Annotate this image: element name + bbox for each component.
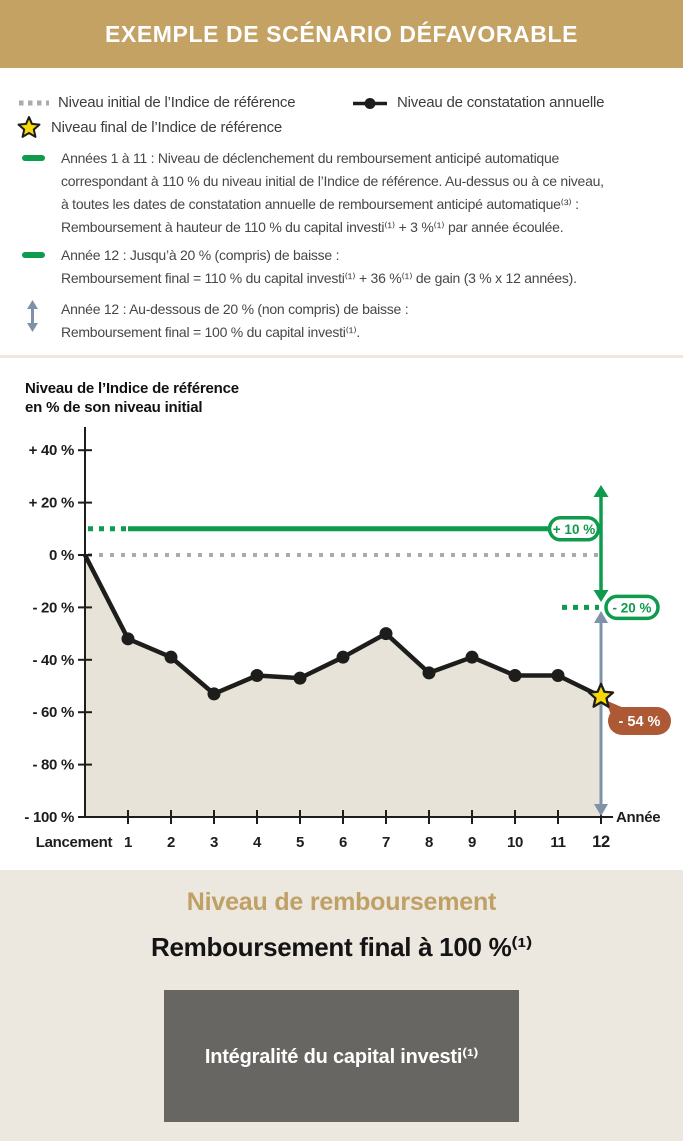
- bullet-line: correspondant à 110 % du niveau initial …: [61, 173, 604, 189]
- up-down-arrow-icon: [27, 300, 38, 332]
- gain-zone-arrow-down-head: [593, 590, 609, 602]
- chart-axis-title: Niveau de l’Indice de référence en % de …: [25, 379, 239, 417]
- x-tick-label: 6: [339, 834, 347, 851]
- loss-zone-arrow-down-head: [594, 804, 608, 816]
- data-point: [336, 650, 350, 664]
- data-point: [250, 669, 264, 683]
- x-tick-label: 2: [167, 834, 175, 851]
- bullet-text: Année 12 : Au-dessous de 20 % (non compr…: [61, 298, 409, 344]
- green-line-icon: [22, 252, 45, 258]
- bullet-text: Années 1 à 11 : Niveau de déclenchement …: [61, 147, 604, 239]
- x-tick-label: 7: [382, 834, 390, 851]
- y-tick-label: + 40 %: [29, 442, 74, 459]
- capital-box: Intégralité du capital investi⁽¹⁾: [164, 990, 519, 1122]
- bullet-early-redemption: Années 1 à 11 : Niveau de déclenchement …: [20, 147, 670, 239]
- data-point: [465, 650, 479, 664]
- x-axis-label: Année: [616, 809, 660, 826]
- data-point: [422, 666, 436, 680]
- capital-box-label: Intégralité du capital investi⁽¹⁾: [204, 1045, 479, 1068]
- loss-zone-arrow-up-head: [594, 611, 608, 623]
- bullet-text: Année 12 : Jusqu’à 20 % (compris) de bai…: [61, 244, 577, 290]
- x-tick-label: 11: [550, 834, 565, 851]
- x-tick-label: 1: [124, 834, 132, 851]
- x-tick-label: 4: [253, 834, 262, 851]
- legend-item-initial-level: Niveau initial de l’Indice de référence: [18, 92, 296, 114]
- data-point: [121, 632, 135, 646]
- data-point: [508, 669, 522, 683]
- bullet-line: Remboursement final = 110 % du capital i…: [61, 270, 577, 286]
- barrier-level-pill: [604, 594, 660, 621]
- data-point: [551, 669, 565, 683]
- chart-title-line: en % de son niveau initial: [25, 399, 203, 416]
- y-tick-label: 0 %: [49, 547, 74, 564]
- trigger-level-pill: [547, 516, 601, 542]
- x-tick-label: 5: [296, 834, 304, 851]
- y-tick-label: + 20 %: [29, 495, 74, 512]
- x-tick-label: 3: [210, 834, 218, 851]
- bullet-year12-gain: Année 12 : Jusqu’à 20 % (compris) de bai…: [20, 244, 670, 290]
- y-tick-label: - 100 %: [24, 809, 74, 826]
- gain-zone-arrow-up-head: [593, 485, 609, 497]
- bullet-line: Année 12 : Jusqu’à 20 % (compris) de bai…: [61, 247, 340, 263]
- chart-title-line: Niveau de l’Indice de référence: [25, 380, 239, 397]
- bullet-line: Années 1 à 11 : Niveau de déclenchement …: [61, 150, 560, 166]
- data-point: [207, 687, 221, 701]
- series-area-fill: [85, 555, 601, 817]
- x-tick-label: Lancement: [36, 834, 113, 851]
- final-value-bubble: [608, 707, 671, 735]
- bullet-line: Remboursement final = 100 % du capital i…: [61, 324, 361, 340]
- final-star-marker: [587, 682, 615, 708]
- header-banner: EXEMPLE DE SCÉNARIO DÉFAVORABLE: [0, 0, 683, 68]
- reimbursement-subtitle: Remboursement final à 100 %⁽¹⁾: [151, 932, 532, 962]
- bullet-line: Année 12 : Au-dessous de 20 % (non compr…: [61, 301, 409, 317]
- data-point: [164, 650, 178, 664]
- legend-label: Niveau initial de l’Indice de référence: [58, 94, 296, 111]
- green-line-icon: [22, 155, 45, 161]
- reimbursement-section: Niveau de remboursement Remboursement fi…: [0, 870, 683, 1141]
- dotted-line-icon: [19, 100, 49, 106]
- data-point: [293, 671, 307, 685]
- line-dot-icon: [353, 97, 387, 109]
- y-tick-label: - 40 %: [32, 652, 74, 669]
- x-tick-label: 8: [425, 834, 433, 851]
- y-tick-label: - 20 %: [32, 599, 74, 616]
- bullet-line: Remboursement à hauteur de 110 % du capi…: [61, 219, 564, 235]
- trigger-level-pill-label: + 10 %: [553, 522, 595, 537]
- x-tick-label: 10: [507, 834, 523, 851]
- page-title: EXEMPLE DE SCÉNARIO DÉFAVORABLE: [104, 20, 579, 47]
- data-point: [379, 627, 393, 641]
- legend-item-annual-observation: Niveau de constatation annuelle: [352, 92, 604, 114]
- section-divider: [0, 355, 683, 358]
- legend-label: Niveau final de l’Indice de référence: [51, 119, 283, 136]
- star-icon: [17, 116, 41, 138]
- x-tick-label: 9: [468, 834, 476, 851]
- y-tick-label: - 60 %: [32, 704, 74, 721]
- final-value-label: - 54 %: [619, 714, 661, 730]
- barrier-level-pill-label: - 20 %: [612, 600, 651, 615]
- legend-item-final-level: Niveau final de l’Indice de référence: [16, 115, 282, 141]
- bullet-line: à toutes les dates de constatation annue…: [61, 196, 579, 212]
- legend-label: Niveau de constatation annuelle: [397, 94, 605, 111]
- x-tick-label: 12: [592, 833, 610, 851]
- bullet-year12-loss: Année 12 : Au-dessous de 20 % (non compr…: [20, 298, 670, 344]
- scenario-chart: + 40 % + 20 % 0 % - 20 % - 40 % - 60 % - 80 % -…: [24, 427, 671, 851]
- reimbursement-title: Niveau de remboursement: [186, 888, 497, 916]
- y-tick-label: - 80 %: [32, 757, 74, 774]
